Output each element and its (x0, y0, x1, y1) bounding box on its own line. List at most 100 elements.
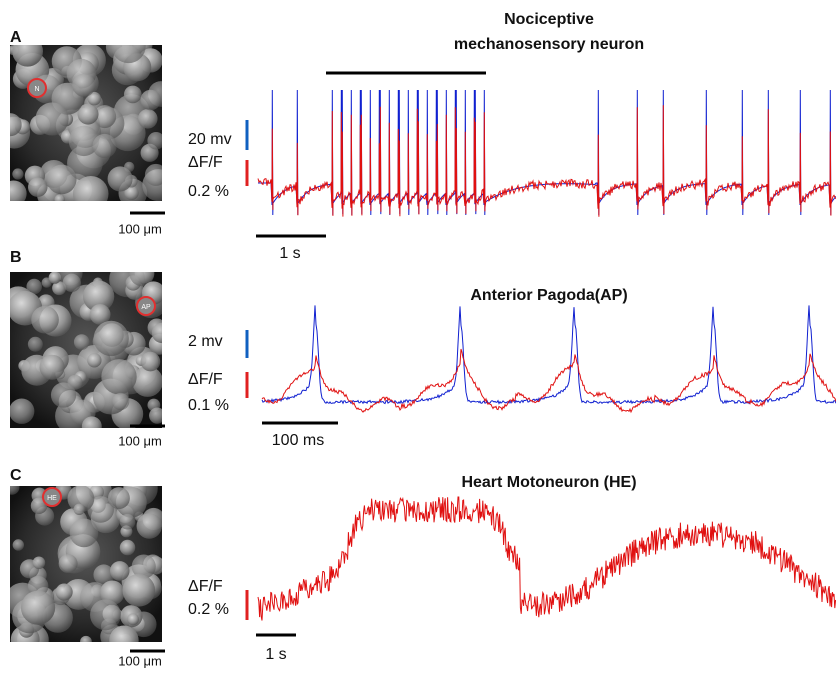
cell (62, 273, 81, 293)
panel-title: Heart Motoneuron (HE) (461, 474, 636, 491)
fluorescence-trace (261, 348, 836, 414)
cell (69, 518, 99, 548)
cell (112, 392, 130, 411)
cell (27, 336, 43, 352)
cell (136, 513, 162, 539)
cell (46, 164, 77, 195)
cells (10, 45, 162, 201)
cell (10, 113, 22, 137)
cell (12, 539, 25, 551)
cell (58, 554, 78, 574)
cell-outline (42, 487, 62, 507)
cell (39, 354, 65, 380)
cell (73, 334, 90, 350)
cell (93, 320, 129, 357)
cell (72, 73, 96, 97)
time-scale-label: 1 s (265, 646, 286, 663)
cell (129, 272, 155, 287)
cell (119, 513, 136, 530)
cell (20, 590, 56, 625)
fluorescence-label: ΔF/F (188, 154, 223, 171)
cell (82, 280, 115, 312)
cell (26, 278, 42, 295)
voltage-trace (261, 305, 836, 405)
cell (122, 573, 156, 607)
cell (149, 407, 162, 424)
cell (73, 503, 85, 515)
cell (140, 351, 161, 372)
cell (147, 132, 162, 150)
cell (90, 599, 121, 631)
cell (87, 496, 115, 523)
cell (10, 486, 20, 495)
cell (140, 89, 161, 111)
panel-label: A (10, 29, 22, 46)
fluorescence-trace (257, 105, 836, 217)
cell (67, 486, 95, 513)
cell (10, 180, 27, 201)
cell (50, 382, 77, 408)
fluorescence-scale-label: 0.1 % (188, 397, 229, 414)
cell (107, 487, 130, 510)
cell-label: N (34, 86, 39, 93)
fluorescence-trace (257, 496, 836, 621)
cell (119, 539, 136, 556)
cell-label: AP (141, 304, 151, 311)
cell (109, 561, 130, 581)
cell (92, 133, 117, 159)
cell (68, 125, 100, 157)
image-scale-label: 100 μm (118, 221, 162, 236)
cell (10, 398, 35, 424)
cell (72, 176, 109, 201)
cell (12, 45, 43, 67)
cells (10, 272, 162, 428)
cell (137, 108, 158, 129)
cell (123, 85, 142, 104)
cell (109, 625, 139, 642)
cell-outline (136, 296, 156, 316)
cell (132, 366, 162, 397)
cell (131, 554, 156, 579)
panel-title: Anterior Pagoda(AP) (470, 287, 627, 304)
cell (93, 564, 115, 586)
cells (10, 486, 162, 642)
fluorescence-label: ΔF/F (188, 578, 223, 595)
time-scale-label: 100 ms (272, 432, 324, 449)
cell (87, 353, 102, 368)
cell (55, 583, 73, 601)
cell (81, 416, 102, 428)
panel-title: Nociceptive (504, 11, 594, 28)
cell (111, 45, 146, 64)
cell (28, 177, 48, 197)
cell (35, 102, 69, 136)
panel-label: C (10, 467, 22, 484)
cell (151, 322, 162, 344)
cell (144, 163, 162, 186)
cell (31, 305, 59, 334)
cell (107, 166, 133, 192)
cell (127, 613, 139, 626)
image-scale-label: 100 μm (118, 433, 162, 448)
cell (101, 359, 137, 395)
cell (89, 304, 111, 325)
fluorescence-scale-label: 0.2 % (188, 601, 229, 618)
cell (99, 580, 125, 606)
time-scale-label: 1 s (279, 245, 300, 262)
cell (87, 91, 102, 106)
cell (77, 103, 99, 125)
cell (32, 556, 46, 570)
panel-title: mechanosensory neuron (454, 36, 644, 53)
cell (124, 185, 139, 201)
fluorescence-scale-label: 0.2 % (188, 183, 229, 200)
cell-label: HE (47, 495, 57, 502)
fluorescence-label: ΔF/F (188, 371, 223, 388)
voltage-scale-label: 20 mv (188, 131, 232, 148)
cell (67, 145, 103, 181)
cell (48, 272, 62, 284)
panel-label: B (10, 249, 22, 266)
cell (93, 105, 117, 129)
image-scale-label: 100 μm (118, 653, 162, 668)
voltage-scale-label: 2 mv (188, 333, 223, 350)
cell (54, 194, 65, 201)
